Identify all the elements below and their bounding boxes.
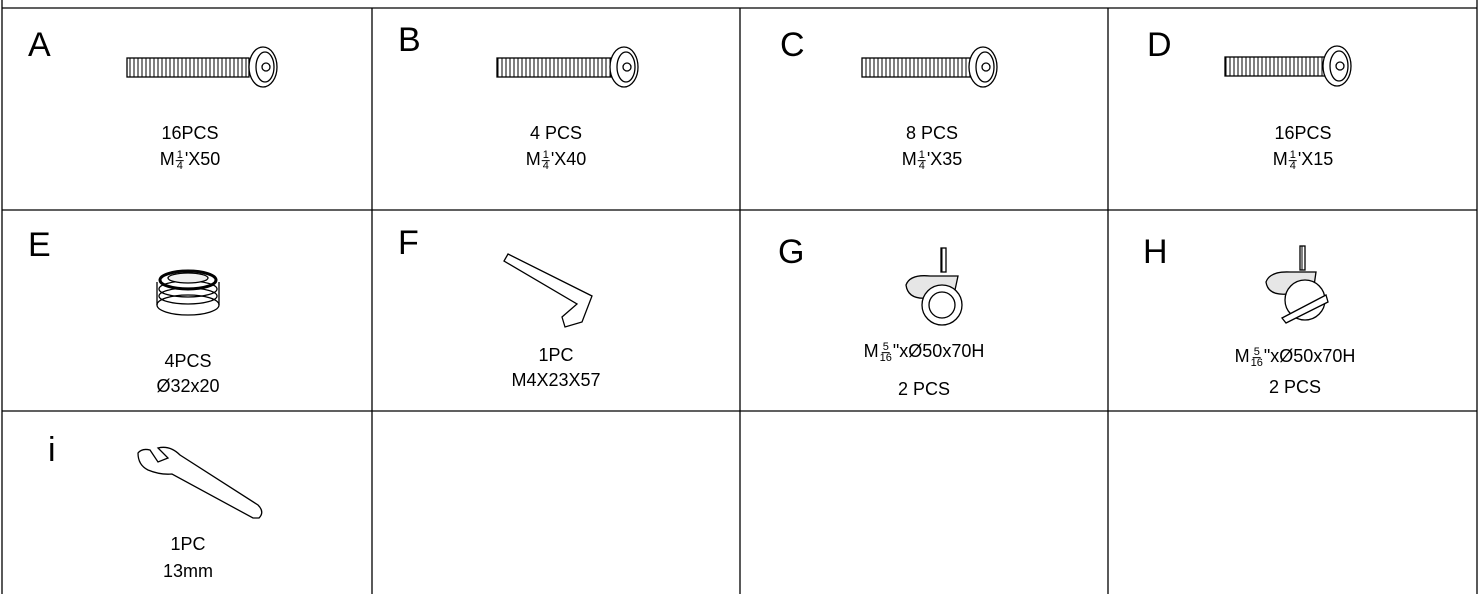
spec-prefix: M (1234, 346, 1250, 367)
part-spec: M 1 4 'X40 (526, 149, 587, 171)
part-letter: E (28, 226, 51, 264)
spec-prefix: M (901, 149, 917, 170)
fraction-denominator: 4 (176, 159, 183, 172)
hex-key-icon (503, 253, 593, 328)
spec-fraction: 5 16 (879, 340, 892, 364)
part-letter: F (398, 224, 419, 262)
fraction-denominator: 16 (1250, 356, 1263, 369)
part-spec: 13mm (162, 561, 214, 581)
part-spec: 4 PCS (529, 123, 583, 143)
fraction-denominator: 4 (542, 159, 549, 172)
part-letter: i (48, 431, 56, 469)
part-spec: M 5 16 "xØ50x70H (1235, 346, 1356, 368)
spec-suffix: 'X15 (1297, 149, 1334, 170)
plug-icon (156, 269, 220, 316)
spec-prefix: M (863, 341, 879, 362)
spec-suffix: "xØ50x70H (892, 341, 985, 362)
fraction-numerator: 5 (1252, 345, 1261, 358)
part-spec: M 1 4 'X35 (902, 149, 963, 171)
part-letter: H (1143, 233, 1168, 271)
spec-suffix: 'X50 (184, 149, 221, 170)
part-letter: A (28, 26, 51, 64)
screw-icon (496, 46, 639, 88)
fraction-numerator: 5 (881, 340, 890, 353)
part-letter: G (778, 233, 805, 271)
part-letter: D (1147, 26, 1172, 64)
wrench-icon (137, 446, 263, 519)
spec-prefix: M (159, 149, 175, 170)
fraction-numerator: 1 (175, 148, 184, 161)
spec-suffix: "xØ50x70H (1263, 346, 1356, 367)
part-spec: 1PC (170, 534, 206, 554)
part-letter: C (780, 26, 805, 64)
spec-suffix: 'X40 (550, 149, 587, 170)
part-spec: M 1 4 'X50 (160, 149, 221, 171)
part-spec: 16PCS (161, 123, 219, 143)
screw-icon (1224, 45, 1352, 87)
caster-icon (905, 247, 963, 326)
fraction-numerator: 1 (541, 148, 550, 161)
spec-suffix: 'X35 (926, 149, 963, 170)
fraction-numerator: 1 (1288, 148, 1297, 161)
part-spec: 2 PCS (897, 379, 951, 399)
fraction-denominator: 4 (1289, 159, 1296, 172)
part-spec: 1PC (538, 345, 574, 365)
part-spec: 16PCS (1274, 123, 1332, 143)
part-spec: 8 PCS (905, 123, 959, 143)
part-spec: M 5 16 "xØ50x70H (864, 341, 985, 363)
caster-icon (1265, 245, 1329, 324)
fraction-denominator: 16 (879, 351, 892, 364)
part-spec: 4PCS (164, 351, 212, 371)
part-spec: M4X23X57 (511, 370, 601, 390)
screw-icon (861, 46, 998, 88)
fraction-denominator: 4 (918, 159, 925, 172)
part-letter: B (398, 21, 421, 59)
part-spec: 2 PCS (1268, 377, 1322, 397)
fraction-numerator: 1 (917, 148, 926, 161)
spec-prefix: M (525, 149, 541, 170)
part-spec: Ø32x20 (156, 376, 220, 396)
spec-fraction: 5 16 (1250, 345, 1263, 369)
spec-prefix: M (1272, 149, 1288, 170)
part-spec: M 1 4 'X15 (1273, 149, 1334, 171)
screw-icon (126, 46, 278, 88)
